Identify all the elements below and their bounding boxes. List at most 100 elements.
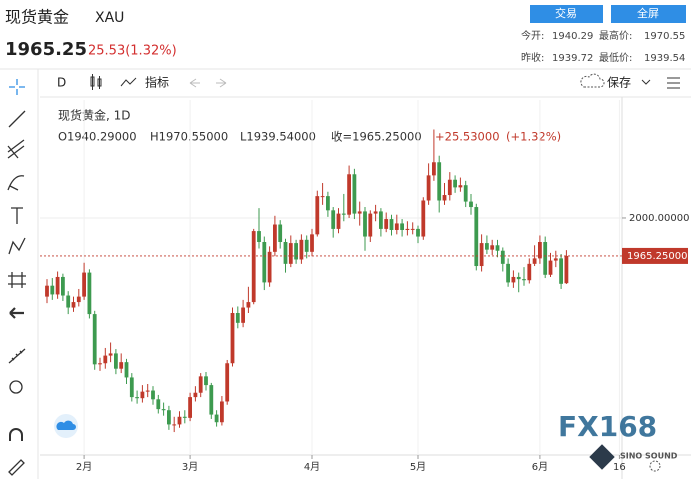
candle-body: [389, 219, 394, 230]
settings-menu-icon[interactable]: [667, 77, 680, 89]
instrument-code: XAU: [95, 10, 124, 26]
save-menu-icon[interactable]: [641, 79, 651, 85]
stat-label: 今开:: [521, 29, 544, 42]
save-button[interactable]: 保存: [607, 76, 631, 90]
candle-body: [548, 260, 553, 275]
trade-button-label[interactable]: 交易: [555, 6, 577, 20]
back-tool[interactable]: [9, 307, 24, 319]
fullscreen-button[interactable]: [611, 5, 686, 23]
stat-value: 1940.29: [552, 31, 593, 42]
cloud-badge-icon[interactable]: [56, 420, 76, 430]
watermark-mark: [589, 444, 615, 470]
candle-body: [45, 285, 49, 297]
crosshair-tool[interactable]: [9, 79, 25, 95]
candle-body: [167, 410, 171, 425]
candle-body: [198, 376, 203, 393]
x-tick-label: 6月: [532, 461, 548, 473]
candle-body: [119, 362, 124, 369]
candle-body: [92, 314, 97, 365]
brush-tool[interactable]: [7, 175, 25, 191]
candle-body: [458, 185, 463, 188]
last-price-box: [622, 247, 688, 264]
measure-tool[interactable]: [8, 348, 26, 364]
candle-body: [241, 307, 245, 323]
pattern-tool[interactable]: [8, 237, 26, 255]
candle-body: [553, 258, 558, 261]
trade-button[interactable]: [530, 5, 603, 23]
candle-body: [267, 251, 272, 283]
candle-body: [538, 242, 542, 259]
candle-body: [209, 385, 214, 415]
interval-button[interactable]: D: [57, 76, 66, 90]
candle-body: [151, 390, 155, 400]
fib-tool[interactable]: [7, 139, 25, 159]
indicators-button[interactable]: 指标: [145, 75, 169, 90]
candle-style-icon[interactable]: [90, 74, 102, 90]
candle-body: [543, 242, 548, 275]
x-tick-label: 16: [613, 462, 626, 473]
candle-body: [273, 224, 277, 252]
candle-body: [416, 228, 420, 237]
candle-body: [135, 397, 139, 399]
redo-icon[interactable]: [216, 78, 227, 88]
indicator-icon[interactable]: [120, 77, 137, 87]
candle-body: [257, 231, 261, 242]
x-tick-label: 2月: [76, 461, 92, 473]
undo-icon[interactable]: [189, 78, 200, 88]
candle-body: [352, 174, 357, 214]
candle-body: [172, 424, 177, 426]
instrument-name: 现货黄金: [5, 8, 69, 27]
candle-body: [347, 174, 351, 215]
projection-tool[interactable]: [8, 272, 26, 288]
candle-body: [71, 302, 76, 308]
candle-body: [442, 195, 447, 201]
candle-body: [204, 376, 208, 386]
candle-body: [495, 245, 500, 251]
candle-body: [559, 258, 563, 284]
last-price-label: 1965.25000: [627, 251, 687, 262]
stat-label: 最低价:: [599, 51, 632, 64]
candle-body: [479, 243, 484, 267]
candle-body: [262, 242, 267, 283]
lock-tool[interactable]: [8, 459, 25, 476]
candle-body: [55, 276, 60, 295]
candle-body: [161, 409, 166, 411]
candle-body: [463, 185, 468, 202]
candle-body: [124, 362, 129, 378]
candle-body: [182, 416, 187, 418]
cloud-icon[interactable]: [580, 73, 605, 88]
x-tick-label: 5月: [410, 461, 426, 473]
candle-body: [66, 295, 71, 308]
candle-body: [453, 179, 457, 188]
candle-body: [410, 228, 415, 230]
candle-body: [485, 243, 489, 250]
candle-body: [246, 302, 251, 308]
fullscreen-button-label[interactable]: 全屏: [637, 6, 659, 20]
candle-body: [426, 175, 431, 201]
price: 1965.25: [5, 39, 87, 60]
candle-body: [235, 313, 240, 323]
candle-body: [288, 243, 293, 264]
candle-body: [156, 399, 161, 410]
axis-settings-icon[interactable]: [649, 460, 661, 472]
candle-body: [357, 211, 362, 214]
magnet-tool[interactable]: [9, 428, 23, 441]
candle-body: [336, 213, 341, 229]
candle-body: [251, 231, 256, 303]
candle-body: [230, 313, 235, 364]
candle-body: [220, 401, 224, 423]
candle-body: [310, 234, 314, 252]
candle-body: [304, 239, 309, 252]
stat-label: 最高价:: [599, 29, 632, 42]
text-tool[interactable]: [11, 207, 23, 224]
candle-body: [363, 211, 367, 237]
line-tool[interactable]: [8, 110, 26, 128]
candle-body: [469, 201, 473, 208]
legend-close: 收=1965.25000: [331, 130, 422, 144]
legend-high: H1970.55000: [150, 130, 228, 144]
zoom-tool[interactable]: [9, 380, 23, 394]
candle-body: [320, 196, 325, 198]
price-change: 25.53(1.32%): [88, 44, 177, 59]
candle-body: [283, 242, 288, 264]
